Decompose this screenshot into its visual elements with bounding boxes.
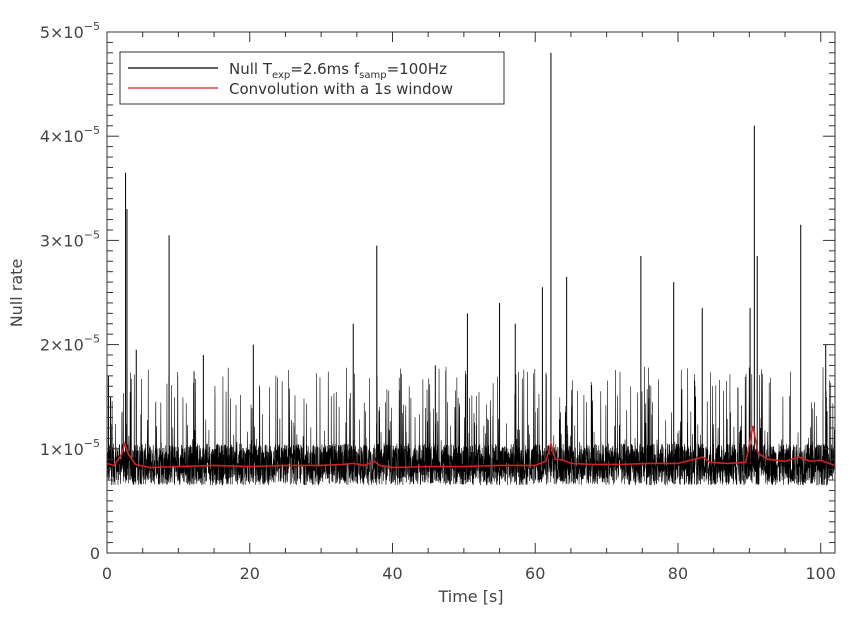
y-tick-label: 4×10−5 — [40, 124, 100, 146]
x-tick-label: 20 — [240, 564, 260, 583]
convolution-series — [107, 425, 835, 469]
x-axis-title: Time [s] — [437, 587, 503, 606]
legend-label: Convolution with a 1s window — [229, 80, 453, 98]
legend-box — [119, 51, 505, 105]
x-tick-label: 100 — [805, 564, 836, 583]
x-tick-label: 40 — [382, 564, 402, 583]
x-tick-label: 60 — [525, 564, 545, 583]
null-rate-series — [107, 366, 835, 486]
y-tick-label: 5×10−5 — [40, 20, 100, 42]
x-tick-label: 80 — [668, 564, 688, 583]
y-axis: 0 1×10−5 2×10−5 3×10−5 4×10−5 5×10−5 — [40, 20, 835, 563]
plot-data — [107, 52, 835, 486]
legend-label: Null Texp=2.6ms fsamp=100Hz — [229, 60, 447, 81]
y-tick-label: 0 — [90, 544, 100, 563]
y-tick-label: 2×10−5 — [40, 333, 100, 355]
y-tick-label: 3×10−5 — [40, 228, 100, 250]
y-axis-title: Null rate — [7, 259, 26, 328]
x-tick-label: 0 — [102, 564, 112, 583]
x-axis: 0 20 40 60 80 100 — [102, 32, 836, 583]
y-tick-label: 1×10−5 — [40, 437, 100, 459]
